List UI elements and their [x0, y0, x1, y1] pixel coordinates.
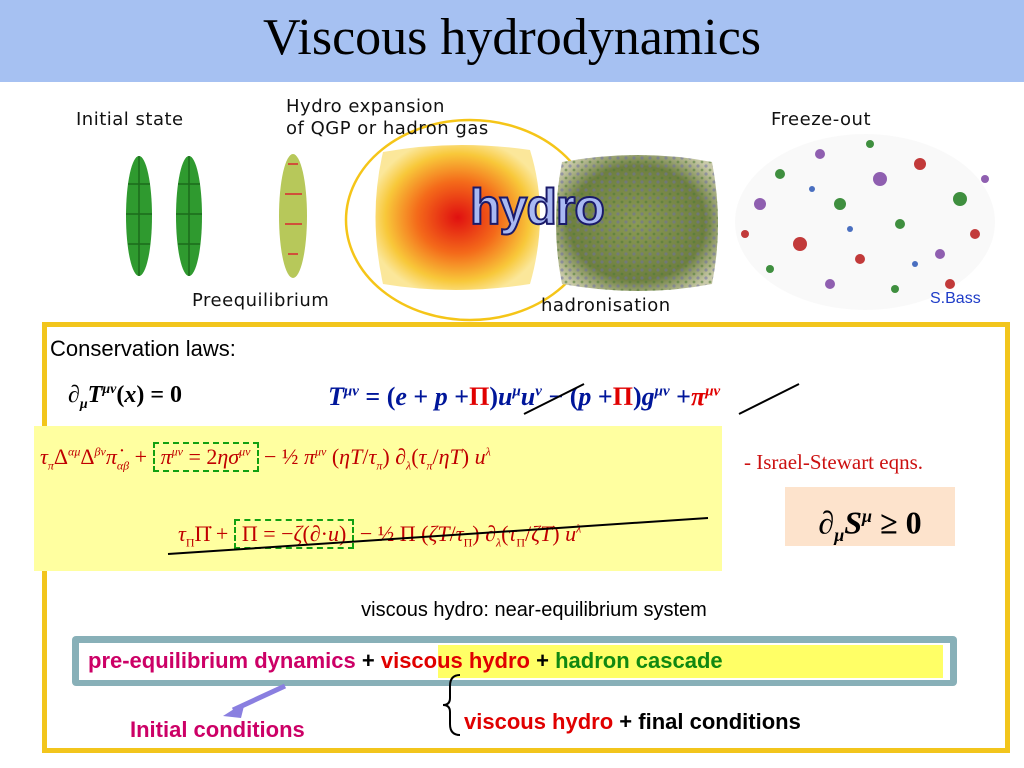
- brace-icon: [442, 674, 461, 736]
- stages-illustration: [126, 118, 995, 322]
- hydro-expansion-label-2: of QGP or hadron gas: [286, 118, 489, 139]
- final-conditions-label: final conditions: [638, 709, 801, 734]
- final-line: viscous hydro + final conditions: [464, 709, 801, 735]
- hadron-cascade-label: hadron cascade: [555, 648, 723, 673]
- freeze-out-particles: [735, 134, 995, 310]
- initial-state-label: Initial state: [76, 109, 184, 130]
- stress-tensor-equation: Tμν = (e + p +Π)uμuν − (p +Π)gμν +πμν: [328, 382, 721, 411]
- hydro-word: hydro: [469, 178, 606, 236]
- strike-pi-1: [523, 383, 585, 415]
- pipeline-highlight: [438, 645, 943, 678]
- near-equilibrium-label: viscous hydro: near-equilibrium system: [361, 599, 707, 621]
- hadronisation-label: hadronisation: [541, 295, 671, 316]
- fireball: [375, 144, 540, 290]
- pre-eq-label: pre-equilibrium dynamics: [88, 648, 356, 673]
- plus-2: +: [536, 648, 549, 673]
- preequilibrium-lens: [279, 154, 307, 278]
- pipeline-text: pre-equilibrium dynamics + viscous hydro…: [88, 648, 723, 674]
- conservation-equation: ∂μTμν(x) = 0: [68, 382, 182, 412]
- initial-conditions-label: Initial conditions: [130, 717, 305, 742]
- shear-equation: τπΔαμΔβνπ̇αβ + πμν = 2ησμν − ½ πμν (ηT/τ…: [40, 442, 491, 473]
- viscous-hydro-label: viscous hydro: [380, 648, 530, 673]
- slide-title: Viscous hydrodynamics: [262, 9, 762, 66]
- entropy-inequality: ∂μSμ ≥ 0: [785, 487, 955, 546]
- title-bar: [0, 0, 1024, 82]
- strike-bulk: [167, 517, 709, 555]
- bulk-equation: τΠΠ̇ + Π = −ζ(∂·u) − ½ Π (ζT/τΠ) ∂λ(τΠ/ζ…: [178, 519, 582, 550]
- strike-pi-2: [738, 383, 800, 415]
- freeze-out-label: Freeze-out: [771, 109, 872, 130]
- israel-stewart-box: [34, 426, 722, 571]
- hydro-expansion-label-1: Hydro expansion: [286, 96, 445, 117]
- israel-stewart-label: - Israel-Stewart eqns.: [744, 450, 924, 474]
- final-plus: +: [619, 709, 633, 734]
- final-viscous-label: viscous hydro: [464, 709, 614, 734]
- plus-1: +: [361, 648, 375, 673]
- credit-label: S.Bass: [930, 290, 981, 307]
- conservation-laws-label: Conservation laws:: [50, 336, 236, 361]
- preequilibrium-label: Preequilibrium: [192, 290, 330, 311]
- arrow-icon: [223, 683, 287, 718]
